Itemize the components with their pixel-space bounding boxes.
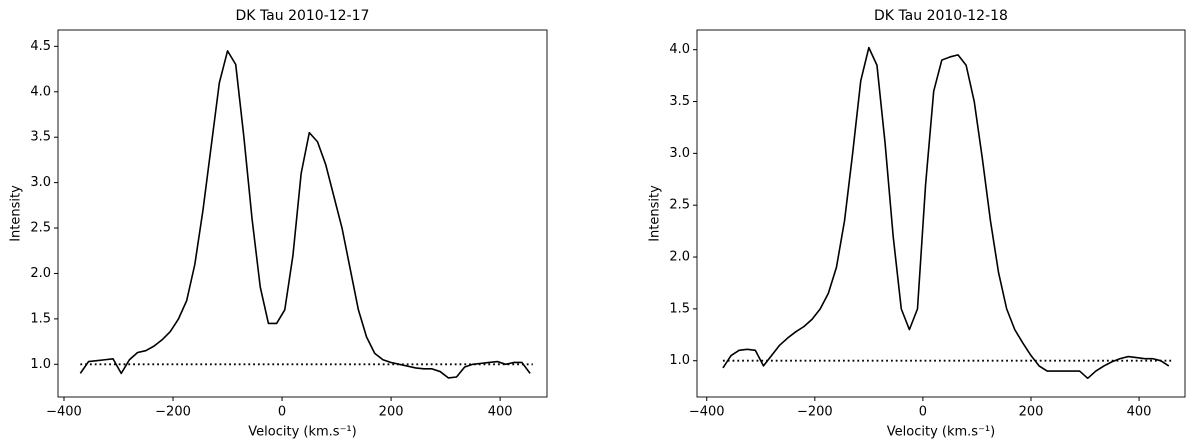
x-tick-label: 400: [1127, 405, 1152, 420]
x-axis-label: Velocity (km.s⁻¹): [248, 425, 356, 440]
y-tick-label: 2.0: [669, 250, 690, 265]
y-tick-label: 1.5: [669, 301, 690, 316]
y-axis-label: Intensity: [648, 185, 663, 242]
y-tick-label: 1.0: [669, 353, 690, 368]
x-axis-label: Velocity (km.s⁻¹): [887, 425, 995, 440]
x-tick-label: −200: [797, 405, 833, 420]
x-tick-label: 0: [919, 405, 927, 420]
chart-title: DK Tau 2010-12-18: [874, 8, 1008, 24]
x-tick-label: −200: [155, 405, 191, 420]
x-tick-label: −400: [689, 405, 725, 420]
y-tick-label: 3.5: [669, 94, 690, 109]
spectrum-line: [722, 46, 1170, 380]
x-tick-label: 400: [488, 405, 513, 420]
y-tick-label: 1.0: [30, 357, 51, 372]
y-tick-label: 2.5: [669, 198, 690, 213]
spectrum-line: [79, 50, 531, 379]
y-tick-label: 4.0: [669, 42, 690, 57]
plot-frame: [696, 29, 1186, 398]
y-tick-label: 2.5: [30, 221, 51, 236]
y-tick-label: 3.0: [30, 175, 51, 190]
y-tick-label: 1.5: [30, 311, 51, 326]
y-tick-label: 4.5: [30, 39, 51, 54]
y-tick-label: 3.0: [669, 146, 690, 161]
y-tick-label: 3.5: [30, 130, 51, 145]
chart-title: DK Tau 2010-12-17: [236, 8, 370, 24]
y-tick-label: 2.0: [30, 266, 51, 281]
y-tick-label: 4.0: [30, 84, 51, 99]
x-tick-label: 200: [1019, 405, 1044, 420]
x-tick-label: 0: [278, 405, 286, 420]
y-axis-label: Intensity: [9, 185, 24, 242]
x-tick-label: −400: [46, 405, 82, 420]
x-tick-label: 200: [379, 405, 404, 420]
plot-frame: [57, 29, 548, 398]
